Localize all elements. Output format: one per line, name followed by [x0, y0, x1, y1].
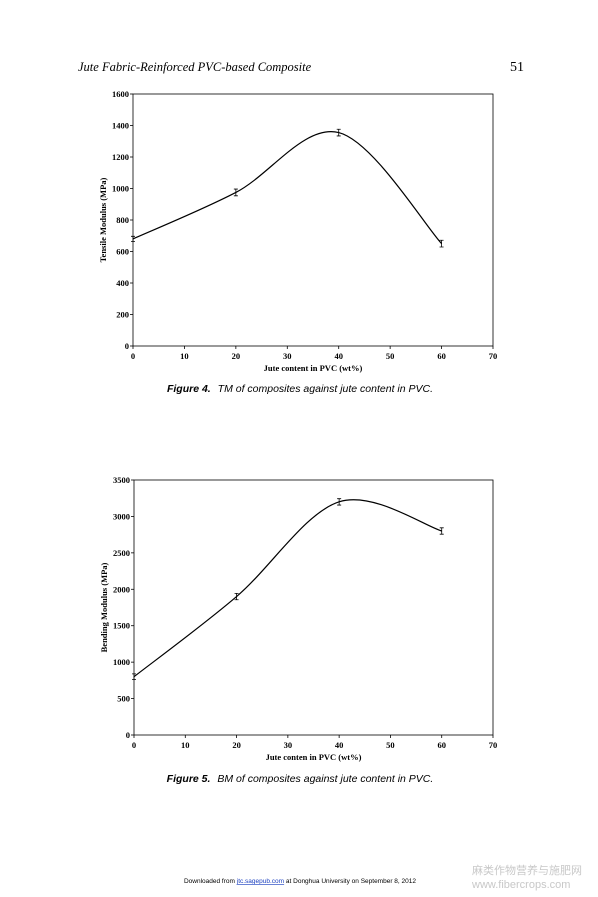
y-tick-label: 1600: [112, 89, 129, 99]
error-bar: [234, 592, 239, 601]
x-tick-label: 70: [489, 740, 498, 750]
x-tick-label: 20: [232, 351, 241, 361]
x-tick-label: 40: [335, 740, 344, 750]
y-axis-label: Tensile Modulus (MPa): [98, 177, 108, 262]
y-tick-label: 800: [116, 215, 129, 225]
x-tick-label: 40: [334, 351, 343, 361]
x-tick-label: 30: [284, 740, 293, 750]
error-bar: [336, 128, 341, 137]
y-axis-label: Bending Modulus (MPa): [99, 562, 109, 652]
error-bar: [439, 239, 444, 248]
error-bar: [131, 235, 135, 242]
caption-label: Figure 5.: [167, 773, 211, 785]
y-tick-label: 600: [116, 247, 129, 257]
caption-text: BM of composites against jute content in…: [217, 773, 433, 785]
footer-link[interactable]: jtc.sagepub.com: [236, 878, 284, 885]
x-axis-label: Jute conten in PVC (wt%): [266, 752, 362, 762]
x-tick-label: 50: [386, 351, 395, 361]
y-tick-label: 3000: [113, 511, 130, 521]
footer-prefix: Downloaded from: [184, 878, 235, 885]
y-tick-label: 400: [116, 278, 129, 288]
x-axis-label: Jute content in PVC (wt%): [264, 363, 363, 373]
caption-label: Figure 4.: [167, 383, 211, 395]
caption: Figure 5. BM of composites against jute …: [167, 773, 434, 785]
y-tick-label: 0: [125, 341, 129, 351]
data-line: [133, 499, 442, 678]
y-tick-label: 500: [117, 694, 130, 704]
error-bar: [233, 188, 238, 197]
caption-text: TM of composites against jute content in…: [218, 383, 433, 395]
x-tick-label: 20: [232, 740, 241, 750]
y-tick-label: 2500: [113, 548, 130, 558]
y-tick-label: 200: [116, 310, 129, 320]
x-tick-label: 10: [180, 351, 189, 361]
x-tick-label: 0: [132, 740, 136, 750]
x-tick-label: 0: [131, 351, 135, 361]
x-tick-label: 60: [437, 351, 446, 361]
error-bar: [439, 527, 444, 535]
y-tick-label: 1500: [113, 621, 130, 631]
y-tick-label: 1000: [113, 657, 130, 667]
x-tick-label: 10: [181, 740, 190, 750]
y-tick-label: 1000: [112, 184, 129, 194]
footer: Downloaded from jtc.sagepub.com at Dongh…: [184, 878, 416, 885]
watermark-name: 麻类作物营养与施肥网: [472, 863, 582, 877]
caption: Figure 4. TM of composites against jute …: [167, 383, 433, 395]
y-tick-label: 2000: [113, 584, 130, 594]
page-number: 51: [510, 60, 524, 75]
plot-frame: [133, 479, 494, 736]
x-tick-label: 70: [489, 351, 498, 361]
data-line: [132, 131, 443, 245]
running-title: Jute Fabric-Reinforced PVC-based Composi…: [78, 60, 312, 74]
watermark-url: www.fibercrops.com: [471, 879, 570, 891]
y-tick-label: 1200: [112, 152, 129, 162]
error-bar: [132, 673, 136, 680]
y-tick-label: 1400: [112, 121, 129, 131]
x-tick-label: 30: [283, 351, 292, 361]
y-tick-label: 3500: [113, 475, 130, 485]
y-tick-label: 0: [126, 730, 130, 740]
x-tick-label: 60: [437, 740, 446, 750]
x-tick-label: 50: [386, 740, 395, 750]
footer-suffix: at Donghua University on September 8, 20…: [286, 878, 416, 885]
error-bar: [337, 498, 342, 506]
